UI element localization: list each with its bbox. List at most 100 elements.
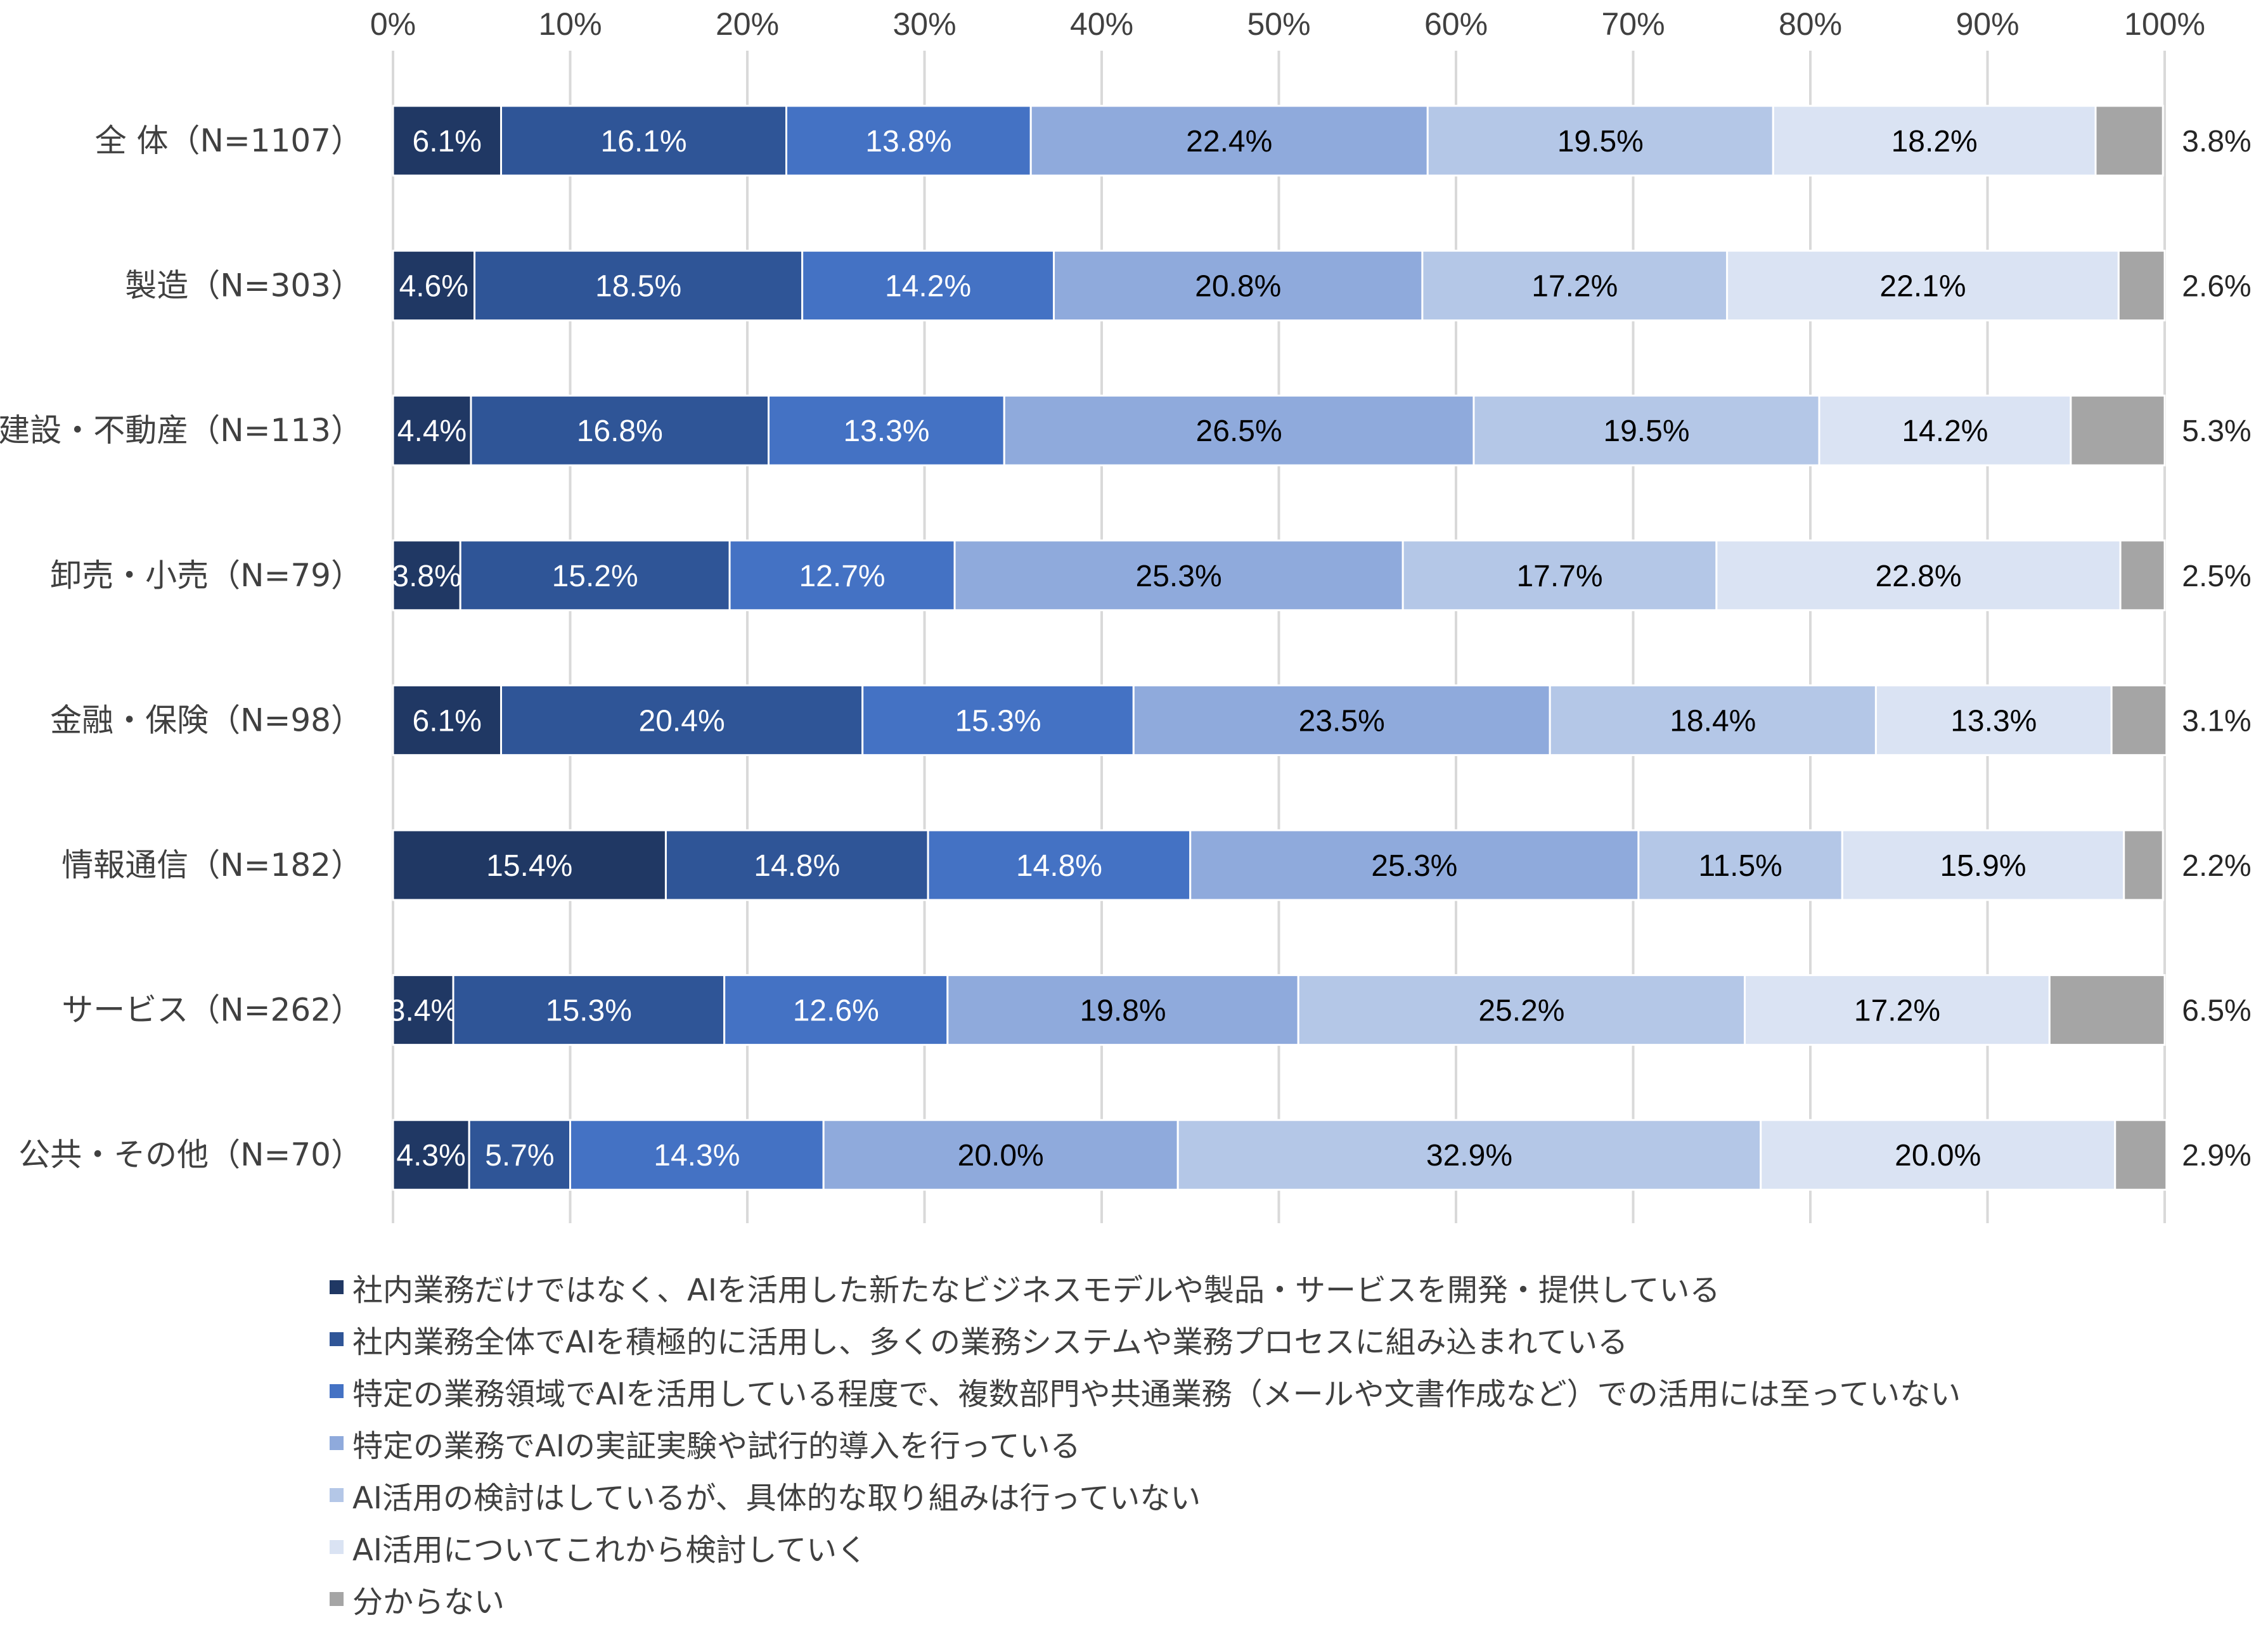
data-label: 14.2% <box>885 270 971 304</box>
data-label: 25.3% <box>1136 560 1222 593</box>
legend-swatch <box>330 1384 344 1398</box>
legend-swatch <box>330 1592 344 1606</box>
data-label: 4.4% <box>397 414 467 448</box>
data-label: 14.8% <box>754 849 840 883</box>
bar-segment <box>2123 829 2164 901</box>
data-label: 16.1% <box>600 125 686 158</box>
legend-item: AI活用についてこれから検討していく <box>330 1521 1961 1573</box>
bar-segment <box>946 974 1299 1046</box>
data-label: 20.0% <box>1895 1139 1981 1172</box>
bar-segment <box>1637 829 1843 901</box>
bar-segment <box>1818 394 2072 466</box>
bar-segment <box>392 829 667 901</box>
bar-segment <box>664 829 929 901</box>
bar-segment <box>392 684 502 756</box>
data-label: 15.9% <box>1940 849 2026 883</box>
x-tick-label: 20% <box>716 6 779 42</box>
bar-segment <box>1053 250 1424 322</box>
bar-segment <box>1003 394 1475 466</box>
data-label: 2.5% <box>2182 560 2251 593</box>
bar-segment <box>728 539 956 612</box>
data-label: 14.3% <box>654 1139 740 1172</box>
data-label: 20.8% <box>1195 270 1281 304</box>
bar-segment <box>2094 105 2164 177</box>
legend-swatch <box>330 1280 344 1294</box>
bar-segment <box>459 539 731 612</box>
bar-segment <box>2119 539 2166 612</box>
category-label: 製造（N=303） <box>125 267 363 304</box>
data-label: 26.5% <box>1196 414 1282 448</box>
category-label: 情報通信（N=182） <box>61 847 363 883</box>
x-tick-label: 100% <box>2124 6 2205 42</box>
x-tick-label: 40% <box>1070 6 1133 42</box>
stacked-bar-chart: 0% 10% 20% 30% 40% 50% 60% 70% 80% 90% 100% 全 体（N=1… <box>0 6 2252 1223</box>
data-label: 2.6% <box>2182 270 2251 304</box>
bar-segment <box>1744 974 2051 1046</box>
data-label: 13.3% <box>1950 704 2037 738</box>
legend-label: 分からない <box>352 1584 505 1620</box>
data-label: 13.8% <box>865 125 951 158</box>
x-tick-label: 50% <box>1247 6 1310 42</box>
data-label: 16.8% <box>577 414 663 448</box>
data-label: 15.3% <box>546 994 632 1028</box>
bar-segment <box>1029 105 1429 177</box>
bar-segment <box>392 250 476 322</box>
data-label: 32.9% <box>1426 1139 1512 1172</box>
data-label: 18.4% <box>1670 704 1756 738</box>
data-label: 3.8% <box>392 560 461 593</box>
bar-segment <box>822 1119 1179 1191</box>
x-tick-label: 0% <box>370 6 416 42</box>
bar-segment <box>768 394 1005 466</box>
category-label: 全 体（N=1107） <box>95 122 363 159</box>
data-label: 14.8% <box>1016 849 1102 883</box>
bar-segment <box>452 974 726 1046</box>
data-label: 6.1% <box>413 125 482 158</box>
bar-segment <box>470 394 770 466</box>
legend-swatch <box>330 1488 344 1502</box>
legend-label: 社内業務全体でAIを積極的に活用し、多くの業務システムや業務プロセスに組み込まれ… <box>352 1325 1628 1360</box>
bar-segment <box>468 1119 571 1191</box>
bar-segment <box>392 539 461 612</box>
legend-item: AI活用の検討はしているが、具体的な取り組みは行っていない <box>330 1469 1961 1521</box>
data-label: 4.6% <box>399 270 468 304</box>
bar-segment <box>861 684 1135 756</box>
bar-segment <box>1189 829 1640 901</box>
bar-segment <box>1297 974 1746 1046</box>
legend-label: AI活用についてこれから検討していく <box>352 1532 868 1568</box>
legend-label: 特定の業務でAIの実証実験や試行的導入を行っている <box>352 1429 1081 1464</box>
category-label: 卸売・小売（N=79） <box>50 557 363 594</box>
bar-segment <box>2048 974 2166 1046</box>
data-label: 19.5% <box>1603 414 1689 448</box>
bar-segment <box>1426 105 1774 177</box>
data-label: 20.0% <box>958 1139 1044 1172</box>
data-label: 5.3% <box>2182 414 2251 448</box>
bar-segment <box>499 684 864 756</box>
bar-segment <box>953 539 1404 612</box>
bar-segment <box>1874 684 2113 756</box>
data-label: 11.5% <box>1698 849 1782 883</box>
data-label: 2.2% <box>2182 849 2251 883</box>
legend-item: 社内業務全体でAIを積極的に活用し、多くの業務システムや業務プロセスに組み込まれ… <box>330 1313 1961 1365</box>
category-label: サービス（N=262） <box>61 992 363 1029</box>
bar-segment <box>2110 684 2168 756</box>
data-label: 3.8% <box>2182 125 2251 158</box>
bar-segment <box>801 250 1055 322</box>
x-tick-label: 10% <box>538 6 602 42</box>
data-label: 19.8% <box>1079 994 1166 1028</box>
data-label: 15.4% <box>486 849 572 883</box>
bar-segment <box>1715 539 2122 612</box>
bar-segment <box>1472 394 1820 466</box>
data-label: 2.9% <box>2182 1139 2251 1172</box>
bar-segment <box>392 105 502 177</box>
data-label: 14.2% <box>1902 414 1988 448</box>
legend-swatch <box>330 1332 344 1346</box>
x-tick-label: 90% <box>1956 6 2019 42</box>
category-label: 金融・保険（N=98） <box>50 702 363 738</box>
data-label: 22.1% <box>1879 270 1966 304</box>
data-label: 13.3% <box>843 414 929 448</box>
bar-segment <box>2070 394 2166 466</box>
bar-segment <box>2114 1119 2168 1191</box>
legend-item: 特定の業務領域でAIを活用している程度で、複数部門や共通業務（メールや文書作成な… <box>330 1365 1961 1417</box>
legend: 社内業務だけではなく、AIを活用した新たなビジネスモデルや製品・サービスを開発・… <box>330 1261 1961 1625</box>
x-tick-label: 30% <box>892 6 956 42</box>
